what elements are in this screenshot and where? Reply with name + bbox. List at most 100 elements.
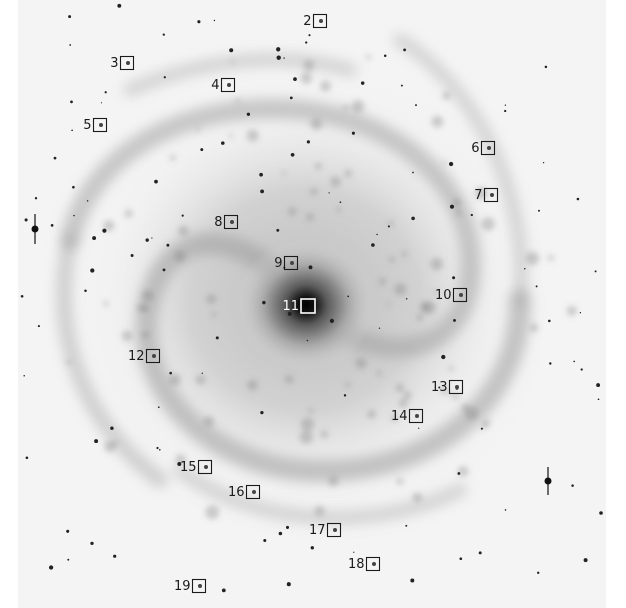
region-source (333, 528, 337, 532)
field-star (343, 394, 347, 397)
field-star (353, 551, 355, 553)
arm-knot (412, 492, 423, 503)
field-star (596, 383, 601, 388)
region-marker-13: 13 (431, 379, 464, 395)
arm-knot (195, 127, 201, 132)
arm-knot (211, 311, 217, 317)
field-star (403, 48, 406, 52)
region-marker-label: 10 (435, 288, 452, 303)
field-star (169, 371, 172, 375)
region-source (227, 83, 231, 87)
arm-knot (229, 133, 234, 139)
region-marker-label: 6 (471, 141, 479, 156)
region-marker-7: 7 (474, 187, 499, 203)
arm-knot (330, 176, 342, 188)
field-star (548, 319, 551, 323)
field-star (599, 511, 603, 515)
field-star (117, 3, 122, 8)
arm-knot (525, 251, 540, 265)
region-marker-15: 15 (180, 459, 213, 475)
field-star (200, 148, 204, 152)
field-star (378, 327, 381, 329)
field-star (34, 197, 38, 200)
region-source (490, 193, 494, 197)
region-marker-4: 4 (211, 77, 236, 93)
field-star (290, 152, 295, 157)
field-star (583, 558, 588, 563)
arm-knot (335, 207, 342, 213)
arm-knot (178, 225, 189, 236)
region-marker-label: 11 (282, 299, 299, 314)
field-star (86, 200, 89, 202)
region-marker-label: 4 (211, 78, 219, 93)
arm-knot (124, 209, 133, 218)
arm-knot (299, 430, 313, 444)
field-star (23, 375, 25, 377)
region-marker-box (300, 298, 316, 314)
field-star (67, 558, 70, 561)
field-star (441, 354, 446, 360)
field-star (50, 224, 54, 227)
arm-knot (396, 477, 404, 485)
field-star (73, 214, 75, 217)
region-marker-8: 8 (214, 214, 239, 230)
field-star (400, 84, 403, 87)
field-star (387, 225, 390, 228)
region-marker-box (483, 187, 499, 203)
arm-knot (430, 257, 444, 271)
field-star (260, 410, 264, 415)
field-star (504, 509, 507, 511)
region-source (230, 220, 234, 224)
field-star (263, 538, 267, 543)
region-marker-label: 19 (174, 579, 191, 594)
field-star (329, 318, 335, 324)
field-star (289, 96, 293, 100)
arm-knot (455, 209, 462, 216)
arm-knot (66, 359, 72, 365)
region-marker-label: 17 (309, 523, 326, 538)
field-star (71, 129, 73, 132)
region-marker-16: 16 (228, 484, 261, 500)
region-marker-box (326, 522, 342, 538)
field-star (415, 104, 417, 107)
region-source (319, 19, 323, 23)
region-marker-19: 19 (174, 578, 207, 594)
field-star (154, 179, 158, 184)
field-star (542, 162, 545, 164)
arm-knot (431, 115, 444, 128)
field-star (229, 48, 234, 53)
region-source (487, 146, 491, 150)
field-star (347, 295, 350, 298)
arm-knot (530, 323, 539, 332)
field-star (573, 360, 576, 363)
field-star (130, 254, 134, 257)
field-star (70, 100, 73, 104)
arm-knot (306, 213, 315, 222)
region-source (455, 385, 459, 389)
region-marker-label: 8 (214, 215, 222, 230)
field-star (215, 336, 219, 340)
arm-knot (442, 91, 451, 100)
region-marker-6: 6 (471, 140, 496, 156)
arm-knot (314, 505, 325, 517)
field-star (405, 524, 408, 527)
region-marker-label: 13 (431, 380, 448, 395)
field-star (308, 265, 313, 270)
field-star (213, 19, 216, 22)
field-star (283, 57, 285, 59)
field-star (306, 339, 309, 342)
field-star (201, 372, 203, 374)
field-star (197, 20, 201, 24)
arm-knot (173, 250, 186, 263)
region-marker-box (283, 255, 299, 271)
field-star (151, 237, 153, 239)
region-marker-box (448, 379, 464, 395)
arm-knot (367, 409, 376, 419)
arm-knot (344, 381, 351, 388)
arm-knot (137, 303, 147, 313)
arm-knot (351, 99, 365, 113)
arm-knot (284, 375, 294, 384)
field-star (448, 161, 454, 167)
arm-knot (442, 160, 447, 165)
field-star (452, 276, 456, 280)
